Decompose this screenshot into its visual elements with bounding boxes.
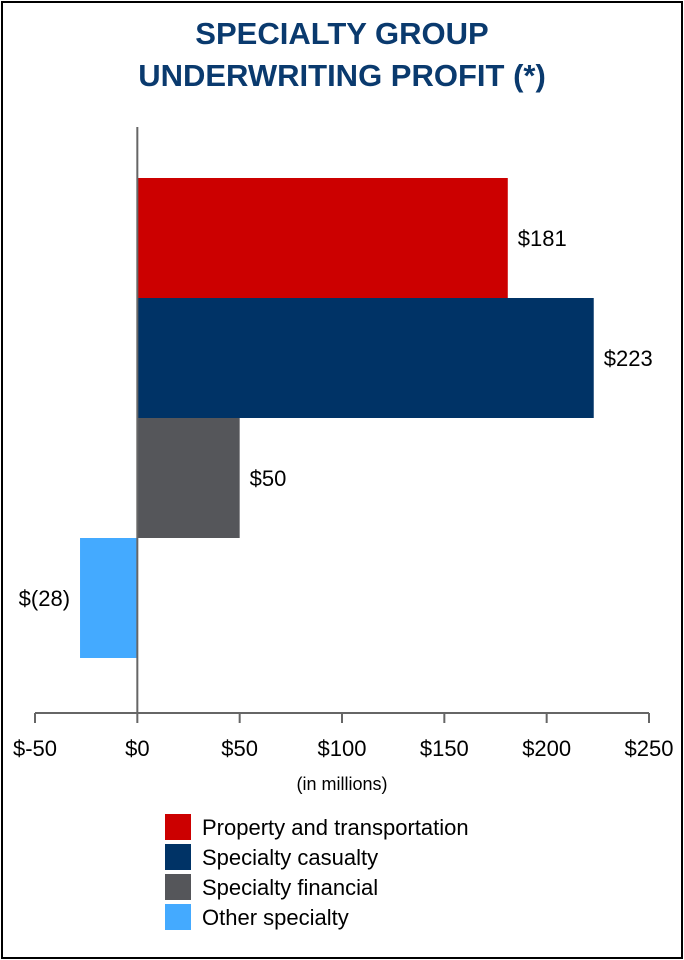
x-tick-label-4: $100 <box>318 736 367 761</box>
data-label-1: $181 <box>518 226 567 251</box>
x-tick-label-3: $50 <box>221 736 258 761</box>
legend-label-1: Property and transportation <box>202 815 469 840</box>
chart-title-line-2: UNDERWRITING PROFIT (*) <box>138 58 546 93</box>
data-labels-group: $181 $223 $50 $(28) <box>19 226 653 611</box>
x-tick-label-5: $150 <box>420 736 469 761</box>
bar-4 <box>80 538 138 658</box>
x-tick-label-1: $-50 <box>13 736 57 761</box>
data-label-3: $50 <box>250 466 287 491</box>
bar-3 <box>137 418 240 538</box>
data-label-4: $(28) <box>19 586 70 611</box>
legend-swatch-1 <box>165 814 191 840</box>
legend-label-4: Other specialty <box>202 905 349 930</box>
bar-2 <box>137 298 594 418</box>
chart-title-line-1: SPECIALTY GROUP <box>195 16 488 51</box>
x-tick-label-7: $250 <box>625 736 674 761</box>
legend-label-2: Specialty casualty <box>202 845 378 870</box>
x-axis-unit-label: (in millions) <box>296 774 387 794</box>
bars-group <box>80 178 594 658</box>
x-tick-label-6: $200 <box>522 736 571 761</box>
ticks-group: $-50 $0 $50 $100 $150 $200 $250 <box>13 713 674 761</box>
legend: Property and transportation Specialty cas… <box>165 814 469 930</box>
legend-swatch-4 <box>165 904 191 930</box>
bar-1 <box>137 178 508 298</box>
legend-swatch-3 <box>165 874 191 900</box>
data-label-2: $223 <box>604 346 653 371</box>
legend-swatch-2 <box>165 844 191 870</box>
x-tick-label-2: $0 <box>125 736 149 761</box>
legend-label-3: Specialty financial <box>202 875 378 900</box>
